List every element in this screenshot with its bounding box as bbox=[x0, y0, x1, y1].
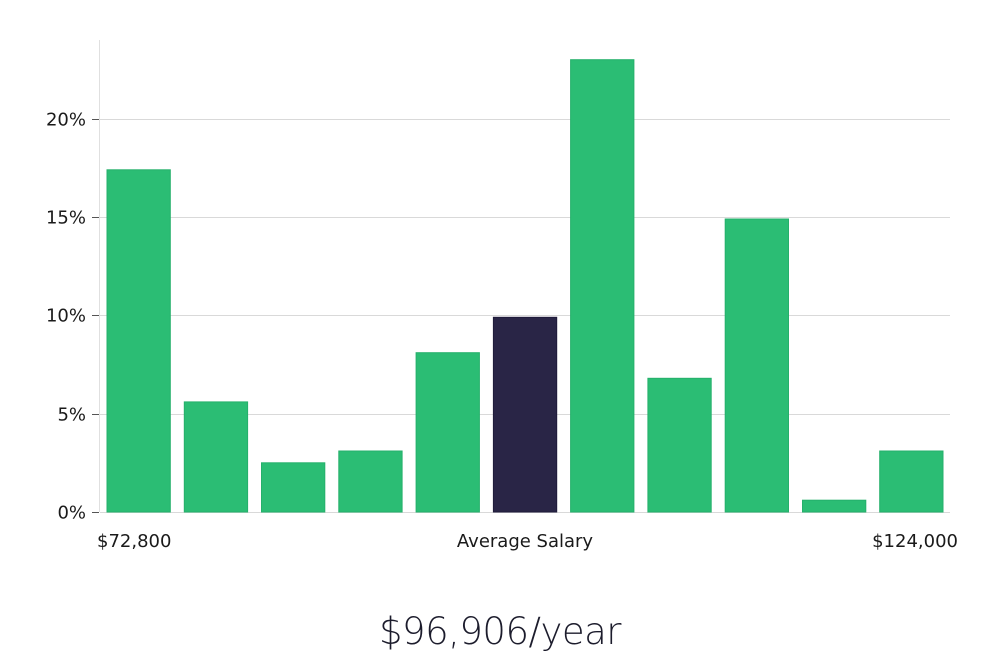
bar bbox=[106, 169, 171, 513]
bar bbox=[415, 352, 480, 513]
x-label-min: $72,800 bbox=[97, 531, 171, 552]
bars bbox=[106, 59, 944, 513]
y-tick-label: 0% bbox=[57, 503, 86, 524]
bar bbox=[647, 377, 712, 513]
bar bbox=[261, 462, 326, 513]
bar bbox=[802, 499, 867, 513]
bar bbox=[724, 218, 790, 513]
bar bbox=[183, 401, 249, 513]
average-salary-value: $96,906/year bbox=[378, 610, 622, 653]
bar bbox=[338, 450, 403, 513]
bar bbox=[879, 450, 944, 513]
bar-average-salary bbox=[492, 316, 558, 513]
y-tick-label: 10% bbox=[46, 306, 86, 327]
x-label-max: $124,000 bbox=[872, 531, 958, 552]
y-tick-label: 5% bbox=[57, 405, 86, 426]
y-axis-ticks: 0% 5% 10% 15% 20% bbox=[46, 110, 99, 524]
bar bbox=[570, 59, 635, 513]
y-tick-label: 15% bbox=[46, 208, 86, 229]
y-tick-label: 20% bbox=[46, 110, 86, 131]
x-label-center: Average Salary bbox=[457, 531, 594, 552]
